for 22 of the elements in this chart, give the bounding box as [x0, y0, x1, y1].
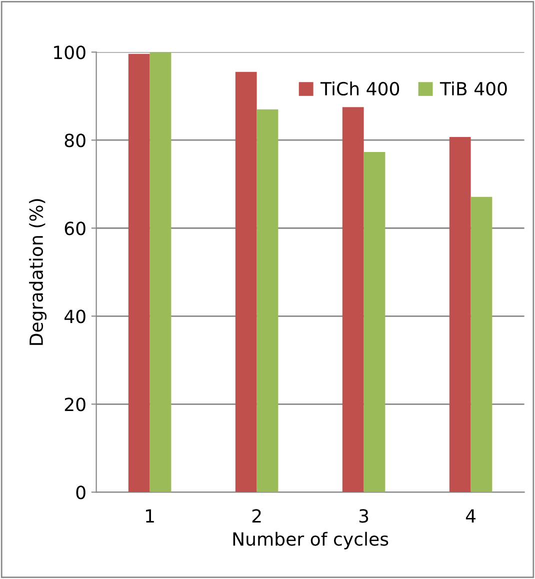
x-tick-label: 3	[359, 509, 368, 523]
bar	[342, 107, 364, 492]
y-tick-label: 100	[54, 46, 86, 60]
bar	[128, 54, 150, 492]
legend-label: TiB 400	[440, 82, 507, 96]
x-axis-title: Number of cycles	[233, 532, 388, 550]
x-tick-label: 1	[146, 509, 154, 523]
y-tick-label: 60	[64, 222, 86, 236]
y-tick-label: 40	[64, 310, 86, 324]
bar	[256, 109, 278, 492]
x-tick-label: 2	[252, 509, 261, 523]
legend-label: TiCh 400	[320, 82, 400, 96]
y-axis-title: Degradation (%)	[29, 199, 47, 345]
x-tick-label: 4	[466, 509, 476, 523]
bar	[150, 52, 172, 492]
y-tick-label: 80	[64, 134, 86, 148]
bar	[470, 196, 492, 492]
y-tick-label: 0	[76, 486, 86, 500]
bar	[235, 72, 257, 492]
y-tick-label: 20	[64, 398, 86, 412]
bar	[449, 137, 471, 492]
bar	[364, 152, 386, 492]
